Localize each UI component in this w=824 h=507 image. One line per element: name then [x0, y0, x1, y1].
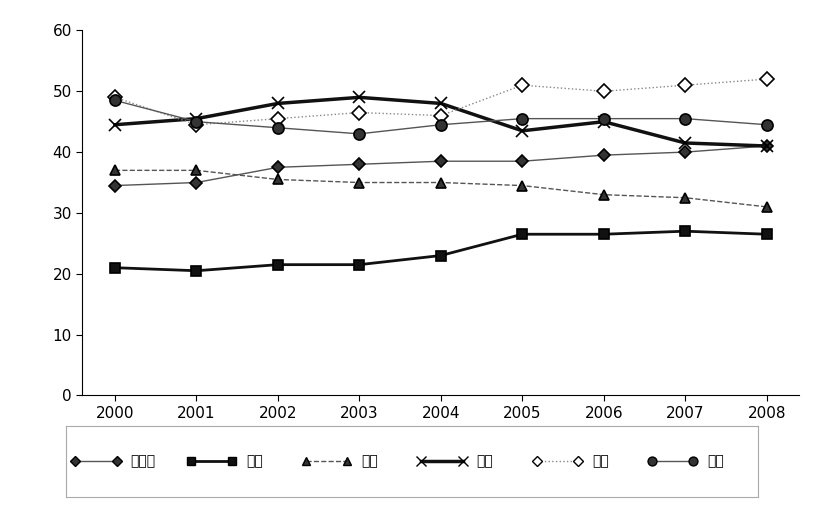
Line: 프랑스: 프랑스: [110, 142, 771, 190]
영국: [761, 76, 771, 82]
영국: [354, 110, 364, 116]
영국: [191, 122, 201, 128]
프랑스: [191, 179, 201, 186]
미국: [599, 116, 609, 122]
일본: [110, 167, 120, 173]
영국: [273, 116, 283, 122]
독일: [436, 252, 446, 259]
Text: 한국: 한국: [476, 454, 494, 468]
독일: [354, 262, 364, 268]
일본: [681, 195, 691, 201]
Text: 영국: 영국: [592, 454, 609, 468]
한국: [517, 128, 527, 134]
독일: [273, 262, 283, 268]
프랑스: [436, 158, 446, 164]
Text: 일본: 일본: [361, 454, 378, 468]
프랑스: [517, 158, 527, 164]
일본: [354, 179, 364, 186]
Line: 일본: 일본: [110, 165, 771, 212]
미국: [273, 125, 283, 131]
미국: [191, 119, 201, 125]
영국: [599, 88, 609, 94]
한국: [599, 119, 609, 125]
한국: [436, 100, 446, 106]
Line: 한국: 한국: [109, 91, 773, 152]
미국: [354, 131, 364, 137]
프랑스: [273, 164, 283, 170]
프랑스: [110, 183, 120, 189]
독일: [191, 268, 201, 274]
영국: [436, 113, 446, 119]
미국: [681, 116, 691, 122]
일본: [599, 192, 609, 198]
독일: [681, 228, 691, 234]
Line: 독일: 독일: [110, 226, 771, 276]
영국: [110, 94, 120, 100]
한국: [354, 94, 364, 100]
일본: [436, 179, 446, 186]
독일: [599, 231, 609, 237]
일본: [273, 176, 283, 183]
한국: [273, 100, 283, 106]
Text: 독일: 독일: [246, 454, 263, 468]
프랑스: [354, 161, 364, 167]
한국: [761, 143, 771, 149]
한국: [681, 140, 691, 146]
영국: [681, 82, 691, 88]
일본: [191, 167, 201, 173]
미국: [110, 97, 120, 103]
일본: [761, 204, 771, 210]
프랑스: [599, 152, 609, 158]
독일: [761, 231, 771, 237]
프랑스: [761, 143, 771, 149]
프랑스: [681, 149, 691, 155]
한국: [191, 116, 201, 122]
Line: 미국: 미국: [110, 95, 772, 139]
미국: [761, 122, 771, 128]
독일: [517, 231, 527, 237]
영국: [517, 82, 527, 88]
일본: [517, 183, 527, 189]
Text: 미국: 미국: [707, 454, 724, 468]
Line: 영국: 영국: [110, 74, 771, 130]
미국: [517, 116, 527, 122]
독일: [110, 265, 120, 271]
한국: [110, 122, 120, 128]
미국: [436, 122, 446, 128]
Text: 프랑스: 프랑스: [130, 454, 156, 468]
